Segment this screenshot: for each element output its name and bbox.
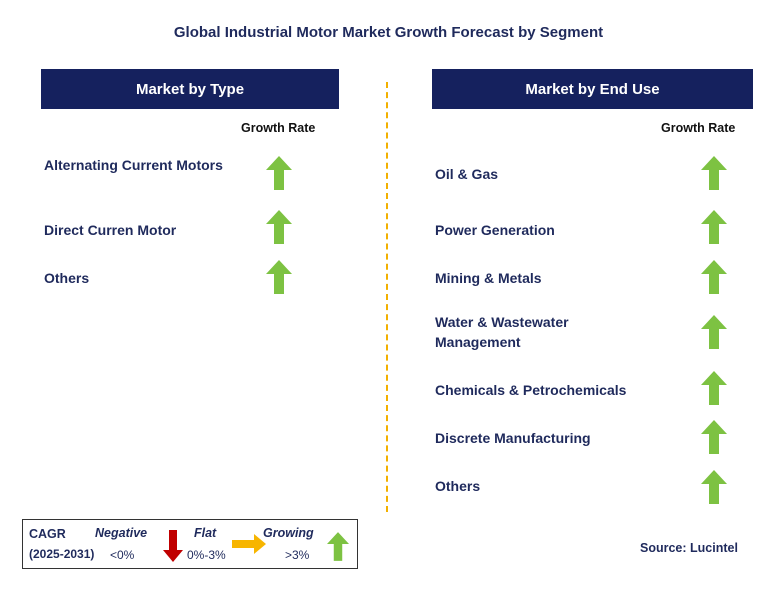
legend-negative-label: Negative: [95, 526, 148, 540]
growing-arrow-icon: [266, 210, 292, 244]
legend-period-label: (2025-2031): [29, 547, 95, 561]
panel-divider: [386, 82, 388, 512]
end-use-segment-label: Oil & Gas: [435, 166, 499, 182]
growing-arrow-icon: [327, 532, 349, 561]
growing-arrow-icon: [701, 420, 727, 454]
type-segment-label: Alternating Current Motors: [44, 157, 223, 173]
source-label: Source: Lucintel: [640, 541, 738, 555]
growing-arrow-icon: [701, 210, 727, 244]
end-use-segment-label: Chemicals & Petrochemicals: [435, 382, 627, 398]
end-use-segment-label: Power Generation: [435, 222, 555, 238]
end-use-segment-label: Others: [435, 478, 481, 494]
growing-arrow-icon: [701, 315, 727, 349]
legend-cagr-label: CAGR: [29, 527, 66, 541]
growing-arrow-icon: [701, 470, 727, 504]
growing-arrow-icon: [266, 260, 292, 294]
flat-arrow-icon: [232, 534, 266, 554]
end-use-segment-label: Mining & Metals: [435, 270, 542, 286]
legend-growing-label: Growing: [263, 526, 314, 540]
negative-arrow-icon: [163, 530, 183, 562]
legend-flat-range: 0%-3%: [187, 548, 226, 562]
growing-arrow-icon: [701, 371, 727, 405]
type-segment-label: Direct Curren Motor: [44, 222, 177, 238]
legend-negative-range: <0%: [110, 548, 135, 562]
legend-box: CAGR (2025-2031) Negative <0% Flat 0%-3%…: [22, 519, 358, 569]
type-growth-rate-label: Growth Rate: [241, 121, 316, 135]
growing-arrow-icon: [266, 156, 292, 190]
legend-flat-label: Flat: [194, 526, 217, 540]
legend-growing-range: >3%: [285, 548, 310, 562]
end-use-growth-rate-label: Growth Rate: [661, 121, 736, 135]
end-use-panel-header: Market by End Use: [432, 69, 753, 109]
end-use-segment-label: Water & Wastewater Management: [435, 314, 569, 350]
growing-arrow-icon: [701, 260, 727, 294]
type-panel-header: Market by Type: [41, 69, 339, 109]
chart-title: Global Industrial Motor Market Growth Fo…: [173, 24, 604, 41]
end-use-segment-label: Discrete Manufacturing: [435, 430, 591, 446]
growing-arrow-icon: [701, 156, 727, 190]
type-segment-label: Others: [44, 270, 90, 286]
